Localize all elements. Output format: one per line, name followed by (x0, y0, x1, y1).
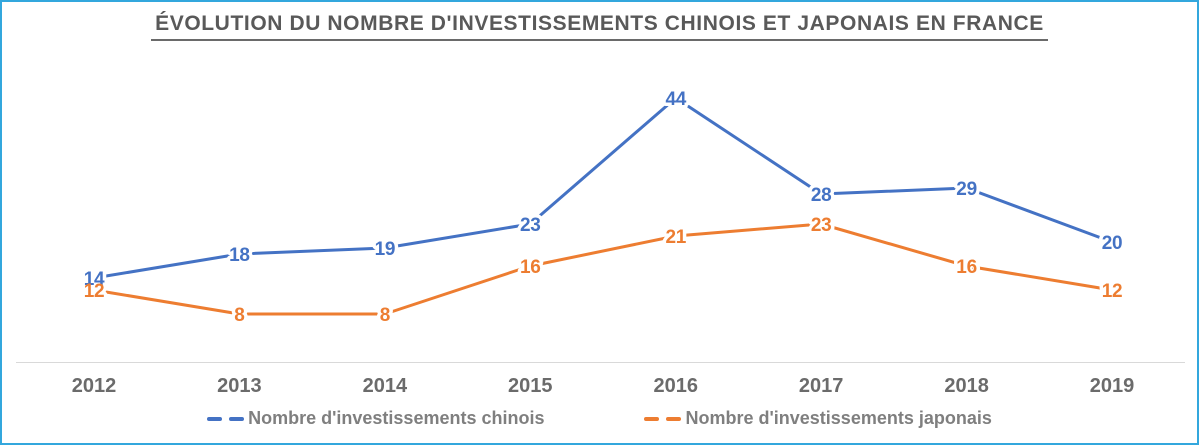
legend-dash-icon (644, 416, 660, 421)
data-label: 23 (811, 215, 832, 236)
legend: Nombre d'investissements chinois Nombre d… (2, 408, 1197, 429)
legend-dash-icon (207, 416, 223, 421)
data-label: 8 (380, 305, 390, 326)
data-label: 44 (665, 89, 686, 110)
data-label-halo: 12 (1102, 281, 1123, 302)
legend-item-1: Nombre d'investissements japonais (644, 408, 992, 429)
legend-dash-icon (666, 416, 682, 421)
x-tick-label: 2015 (508, 375, 553, 397)
data-label: 20 (1102, 233, 1123, 254)
title-wrap: ÉVOLUTION DU NOMBRE D'INVESTISSEMENTS CH… (2, 12, 1197, 41)
data-label: 12 (84, 281, 105, 302)
legend-item-0: Nombre d'investissements chinois (207, 408, 544, 429)
data-label-halo: 23 (520, 215, 541, 236)
data-label: 28 (811, 185, 832, 206)
data-label: 18 (229, 245, 250, 266)
data-label: 12 (1102, 281, 1123, 302)
data-label-halo: 14 (84, 269, 105, 290)
data-label-halo: 18 (229, 245, 250, 266)
data-label-halo: 44 (665, 89, 686, 110)
x-tick-label: 2018 (944, 375, 989, 397)
data-label: 14 (84, 269, 105, 290)
x-tick-label: 2014 (363, 375, 408, 397)
data-label: 16 (520, 257, 541, 278)
data-label: 23 (520, 215, 541, 236)
data-label-halo: 12 (84, 281, 105, 302)
data-label-halo: 19 (375, 239, 396, 260)
legend-label: Nombre d'investissements japonais (685, 408, 992, 428)
data-label-halo: 8 (380, 305, 390, 326)
legend-label: Nombre d'investissements chinois (248, 408, 545, 428)
data-label: 21 (665, 227, 686, 248)
data-label-halo: 29 (956, 179, 977, 200)
x-tick-label: 2016 (653, 375, 698, 397)
legend-dash-icon (229, 416, 245, 421)
data-label-halo: 23 (811, 215, 832, 236)
x-tick-label: 2013 (217, 375, 262, 397)
data-label: 29 (956, 179, 977, 200)
x-tick-label: 2012 (72, 375, 117, 397)
data-label: 8 (234, 305, 244, 326)
data-label-halo: 28 (811, 185, 832, 206)
data-label: 16 (956, 257, 977, 278)
data-label-halo: 21 (665, 227, 686, 248)
series-line-0 (92, 96, 1114, 280)
series-line-1 (92, 222, 1114, 316)
data-label-halo: 8 (234, 305, 244, 326)
x-tick-label: 2017 (799, 375, 844, 397)
data-label-halo: 20 (1102, 233, 1123, 254)
data-label-halo: 16 (520, 257, 541, 278)
chart-title: ÉVOLUTION DU NOMBRE D'INVESTISSEMENTS CH… (151, 12, 1048, 41)
x-tick-label: 2019 (1090, 375, 1135, 397)
data-label: 19 (375, 239, 396, 260)
data-label-halo: 16 (956, 257, 977, 278)
